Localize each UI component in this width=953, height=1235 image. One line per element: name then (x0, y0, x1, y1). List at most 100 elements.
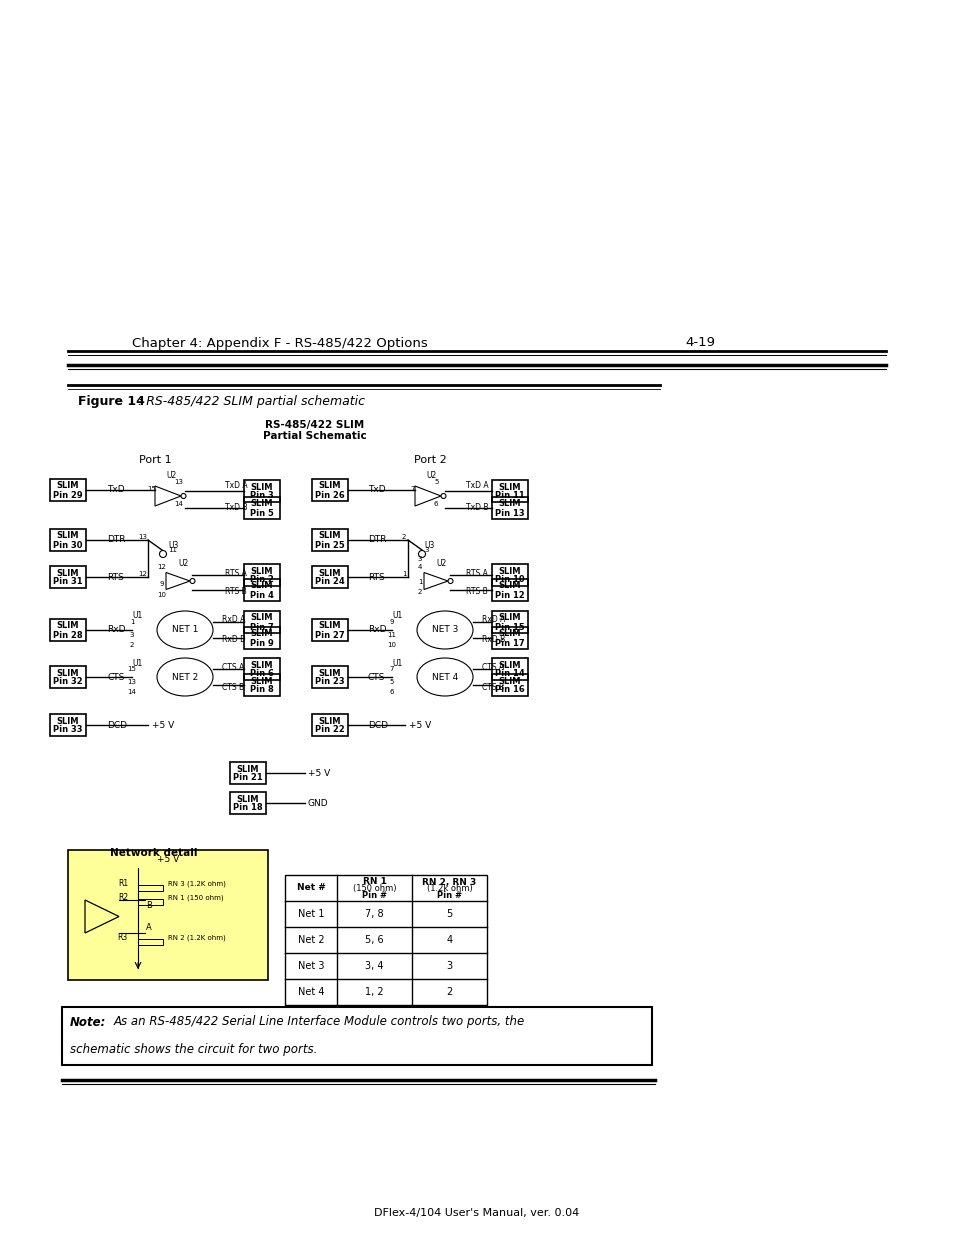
Text: Pin 4: Pin 4 (250, 590, 274, 599)
Bar (230, 792, 266, 814)
Text: 11: 11 (387, 632, 396, 638)
Text: Partial Schematic: Partial Schematic (263, 431, 367, 441)
Text: SLIM: SLIM (498, 677, 520, 685)
Text: Pin 18: Pin 18 (233, 804, 262, 813)
Text: SLIM: SLIM (56, 668, 79, 678)
Text: Pin 29: Pin 29 (53, 490, 83, 499)
Text: 14: 14 (128, 689, 136, 695)
Text: Pin 17: Pin 17 (495, 638, 524, 647)
Text: DCD: DCD (107, 720, 127, 730)
Text: Pin #: Pin # (361, 892, 387, 900)
Text: DFlex-4/104 User's Manual, ver. 0.04: DFlex-4/104 User's Manual, ver. 0.04 (374, 1208, 579, 1218)
Bar (138, 885, 163, 890)
Bar (312, 619, 348, 641)
Bar (312, 566, 348, 588)
Text: Pin 5: Pin 5 (250, 509, 274, 517)
Text: U2: U2 (426, 472, 436, 480)
Bar (285, 876, 486, 1005)
Text: U3: U3 (423, 541, 434, 550)
Text: U1: U1 (132, 611, 142, 620)
Text: U1: U1 (392, 658, 402, 667)
Text: TxD B: TxD B (225, 504, 247, 513)
Text: Net #: Net # (296, 883, 325, 893)
Text: Pin 33: Pin 33 (53, 725, 83, 735)
Text: Net 1: Net 1 (297, 909, 324, 919)
Text: 3: 3 (417, 556, 422, 562)
Text: TxD: TxD (107, 485, 125, 494)
Text: 15: 15 (128, 666, 136, 672)
Text: 6: 6 (434, 501, 438, 508)
Text: 10: 10 (157, 592, 167, 598)
Text: RN 2, RN 3: RN 2, RN 3 (422, 878, 476, 887)
Text: SLIM: SLIM (251, 677, 273, 685)
Text: RxD B: RxD B (481, 636, 505, 645)
Text: 5: 5 (434, 479, 438, 485)
Text: Pin 28: Pin 28 (53, 631, 83, 640)
Text: Net 4: Net 4 (297, 987, 324, 997)
Text: +5 V: +5 V (409, 720, 431, 730)
Text: SLIM: SLIM (251, 661, 273, 669)
Text: RN 1 (150 ohm): RN 1 (150 ohm) (168, 894, 223, 902)
Text: NET 4: NET 4 (432, 673, 457, 682)
Text: B: B (146, 900, 152, 909)
Text: U2: U2 (166, 472, 176, 480)
Text: 2: 2 (446, 987, 452, 997)
Bar (492, 611, 527, 634)
Text: SLIM: SLIM (318, 482, 341, 490)
Text: CTS: CTS (368, 673, 385, 682)
Text: U2: U2 (178, 558, 188, 568)
Bar (244, 627, 280, 650)
Text: SLIM: SLIM (498, 499, 520, 509)
Text: 3, 4: 3, 4 (365, 961, 383, 971)
Text: 12: 12 (138, 571, 148, 577)
Text: U1: U1 (132, 658, 142, 667)
Text: RN 2 (1.2K ohm): RN 2 (1.2K ohm) (168, 935, 226, 941)
Text: RTS A: RTS A (465, 568, 487, 578)
Bar (244, 496, 280, 519)
Text: SLIM: SLIM (498, 614, 520, 622)
Text: 10: 10 (387, 642, 396, 648)
Text: Pin 2: Pin 2 (250, 576, 274, 584)
Text: schematic shows the circuit for two ports.: schematic shows the circuit for two port… (70, 1044, 317, 1056)
Text: Pin 24: Pin 24 (314, 578, 345, 587)
Text: DCD: DCD (368, 720, 388, 730)
Text: 4: 4 (446, 935, 452, 945)
Bar (50, 714, 86, 736)
Text: Pin 7: Pin 7 (250, 622, 274, 631)
Text: SLIM: SLIM (251, 567, 273, 576)
Text: 4: 4 (417, 564, 422, 571)
Text: CTS B: CTS B (481, 683, 503, 692)
Bar (312, 714, 348, 736)
Text: SLIM: SLIM (318, 621, 341, 631)
Text: SLIM: SLIM (251, 499, 273, 509)
Text: 1: 1 (130, 619, 134, 625)
Text: CTS A: CTS A (481, 662, 504, 672)
Text: Pin 30: Pin 30 (53, 541, 83, 550)
Text: SLIM: SLIM (251, 483, 273, 492)
Text: Pin 26: Pin 26 (314, 490, 345, 499)
Text: RS-485/422 SLIM: RS-485/422 SLIM (265, 420, 364, 430)
Text: 2: 2 (130, 642, 134, 648)
Text: SLIM: SLIM (236, 794, 259, 804)
Text: Net 2: Net 2 (297, 935, 324, 945)
Text: NET 3: NET 3 (432, 625, 457, 635)
Bar (244, 564, 280, 585)
Text: Port 1: Port 1 (138, 454, 172, 466)
Text: 5, 6: 5, 6 (365, 935, 383, 945)
Text: RxD B: RxD B (222, 636, 245, 645)
Text: GND: GND (308, 799, 328, 808)
Text: TxD: TxD (368, 485, 385, 494)
Bar (244, 658, 280, 680)
Text: Pin 23: Pin 23 (314, 678, 344, 687)
Text: RTS: RTS (368, 573, 384, 582)
Text: 3: 3 (446, 961, 452, 971)
Text: 7, 8: 7, 8 (365, 909, 383, 919)
Text: A: A (146, 924, 152, 932)
Text: TxD A: TxD A (225, 482, 248, 490)
Bar (50, 666, 86, 688)
Text: 13: 13 (128, 679, 136, 685)
Text: +5 V: +5 V (308, 768, 330, 778)
Text: 2: 2 (401, 534, 406, 540)
Bar (50, 529, 86, 551)
Text: SLIM: SLIM (498, 661, 520, 669)
